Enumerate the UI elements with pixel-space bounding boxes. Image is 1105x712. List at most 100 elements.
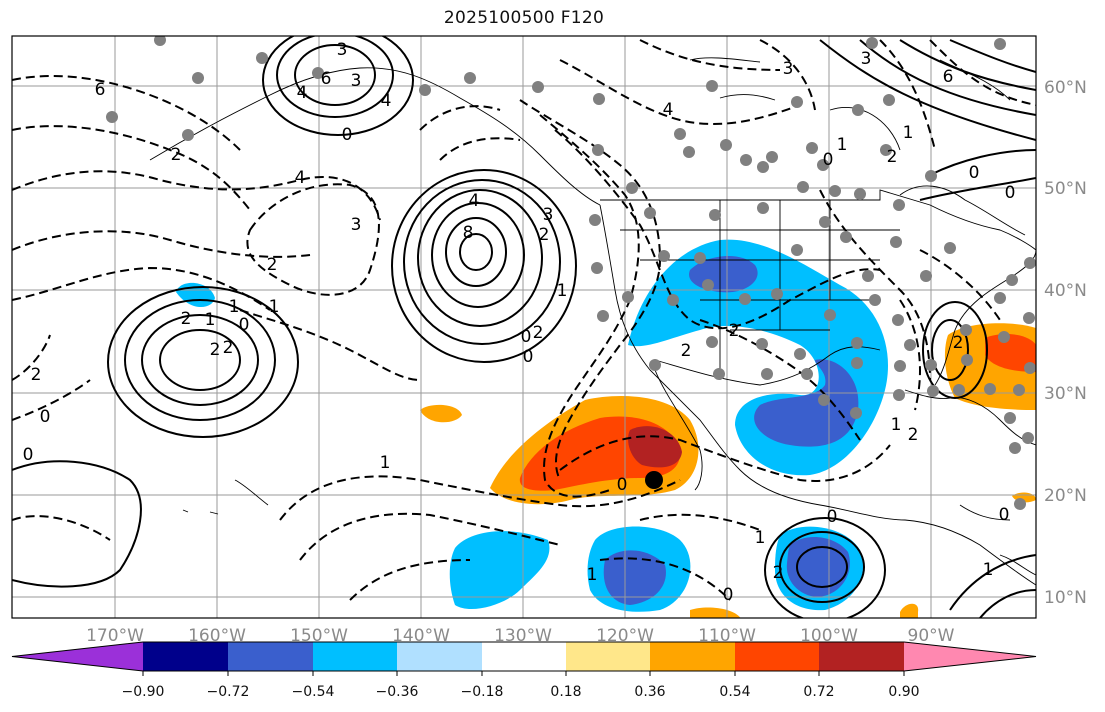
colorbar-tick-label: 0.72 <box>803 684 835 700</box>
contour-label: 0 <box>521 327 532 347</box>
contour-label: 1 <box>837 135 848 155</box>
contour-label: 2 <box>533 323 544 343</box>
contour-label: 3 <box>351 215 362 235</box>
contour-label: 0 <box>239 315 250 335</box>
contour-label: 2 <box>31 365 42 385</box>
contour-label: 2 <box>729 321 740 341</box>
contour-label: 4 <box>663 100 674 120</box>
colorbar-tick-label: 0.18 <box>550 684 582 700</box>
colorbar-segment <box>904 642 1036 671</box>
contour-label: 0 <box>827 507 838 527</box>
colorbar-tick-label: −0.36 <box>375 684 419 700</box>
latitude-label: 10°N <box>1044 588 1087 608</box>
latitude-label: 40°N <box>1044 281 1087 301</box>
longitude-label: 140°W <box>392 626 450 646</box>
positive-anomaly-region <box>690 607 741 618</box>
lat-lon-grid <box>12 36 1036 618</box>
longitude-label: 160°W <box>188 626 246 646</box>
contour-label: 3 <box>337 40 348 60</box>
contour-lines <box>12 36 1036 618</box>
contour-label: 2 <box>953 333 964 353</box>
colorbar-tick-label: −0.54 <box>291 684 335 700</box>
contour-label: 1 <box>983 560 994 580</box>
colorbar-segment <box>566 642 650 671</box>
colorbar-segment <box>650 642 735 671</box>
contour-label: 1 <box>269 297 280 317</box>
map-title: 2025100500 F120 <box>443 8 605 28</box>
colorbar-tick-label: −0.90 <box>121 684 165 700</box>
contour-label: 6 <box>943 67 954 87</box>
contour-label: 2 <box>267 255 278 275</box>
longitude-label: 170°W <box>86 626 144 646</box>
contour-label: 1 <box>755 528 766 548</box>
contour-label: 2 <box>171 145 182 165</box>
colorbar-tick-label: 0.54 <box>719 684 751 700</box>
colorbar-segment <box>735 642 819 671</box>
longitude-label: 110°W <box>698 626 756 646</box>
latitude-label: 60°N <box>1044 78 1087 98</box>
contour-label: 0 <box>523 347 534 367</box>
contour-label: 0 <box>23 445 34 465</box>
contour-label: 0 <box>342 125 353 145</box>
contour-label: 2 <box>681 341 692 361</box>
colorbar-segment <box>12 642 143 671</box>
contour-label: 4 <box>381 91 392 111</box>
contour-label: 1 <box>229 297 240 317</box>
contour-label: 1 <box>557 281 568 301</box>
colorbar <box>11 641 1037 676</box>
colorbar-tick-label: 0.90 <box>888 684 920 700</box>
colorbar-segment <box>482 642 566 671</box>
contour-label: 0 <box>823 150 834 170</box>
colorbar-segment <box>313 642 397 671</box>
colorbar-segment <box>819 642 904 671</box>
longitude-label: 100°W <box>800 626 858 646</box>
contour-label: 2 <box>908 425 919 445</box>
contour-label: 2 <box>773 563 784 583</box>
map-frame <box>11 35 1037 619</box>
latitude-label: 30°N <box>1044 384 1087 404</box>
contour-label: 4 <box>295 168 306 188</box>
contour-label: 3 <box>861 49 872 69</box>
contour-label: 1 <box>903 123 914 143</box>
contour-label: 0 <box>999 505 1010 525</box>
station-markers <box>106 36 1036 510</box>
contour-label: 2 <box>887 147 898 167</box>
contour-label: 2 <box>223 338 234 358</box>
latitude-label: 20°N <box>1044 486 1087 506</box>
latitude-label: 50°N <box>1044 179 1087 199</box>
contour-label: 3 <box>351 71 362 91</box>
colorbar-segment <box>143 642 228 671</box>
contour-label: 0 <box>40 407 51 427</box>
positive-anomaly-core <box>985 334 1036 372</box>
contour-label: 0 <box>1005 183 1016 203</box>
positive-anomaly-region <box>420 404 462 423</box>
negative-anomaly-region <box>449 531 550 610</box>
colorbar-tick-label: 0.36 <box>634 684 666 700</box>
contour-label: 2 <box>539 225 550 245</box>
hurricane-center-marker <box>645 471 663 489</box>
colorbar-tick-label: −0.18 <box>460 684 504 700</box>
positive-anomaly-region <box>900 603 919 618</box>
colorbar-tick-label: −0.72 <box>206 684 250 700</box>
contour-label: 1 <box>587 565 598 585</box>
contour-label: 0 <box>723 585 734 605</box>
colorbar-segment <box>397 642 482 671</box>
contour-label: 1 <box>891 415 902 435</box>
negative-anomaly-core <box>603 550 666 605</box>
contour-label: 1 <box>380 453 391 473</box>
contour-label: 2 <box>181 309 192 329</box>
longitude-label: 90°W <box>907 626 955 646</box>
contour-label: 3 <box>783 59 794 79</box>
negative-anomaly-core <box>786 536 850 597</box>
contour-label: 6 <box>95 80 106 100</box>
contour-label: 0 <box>617 475 628 495</box>
contour-label: 4 <box>297 83 308 103</box>
contour-label: 8 <box>463 223 474 243</box>
negative-anomaly-core <box>754 359 859 447</box>
contour-label: 0 <box>969 163 980 183</box>
contour-label: 3 <box>543 205 554 225</box>
longitude-label: 150°W <box>290 626 348 646</box>
contour-label: 1 <box>205 310 216 330</box>
